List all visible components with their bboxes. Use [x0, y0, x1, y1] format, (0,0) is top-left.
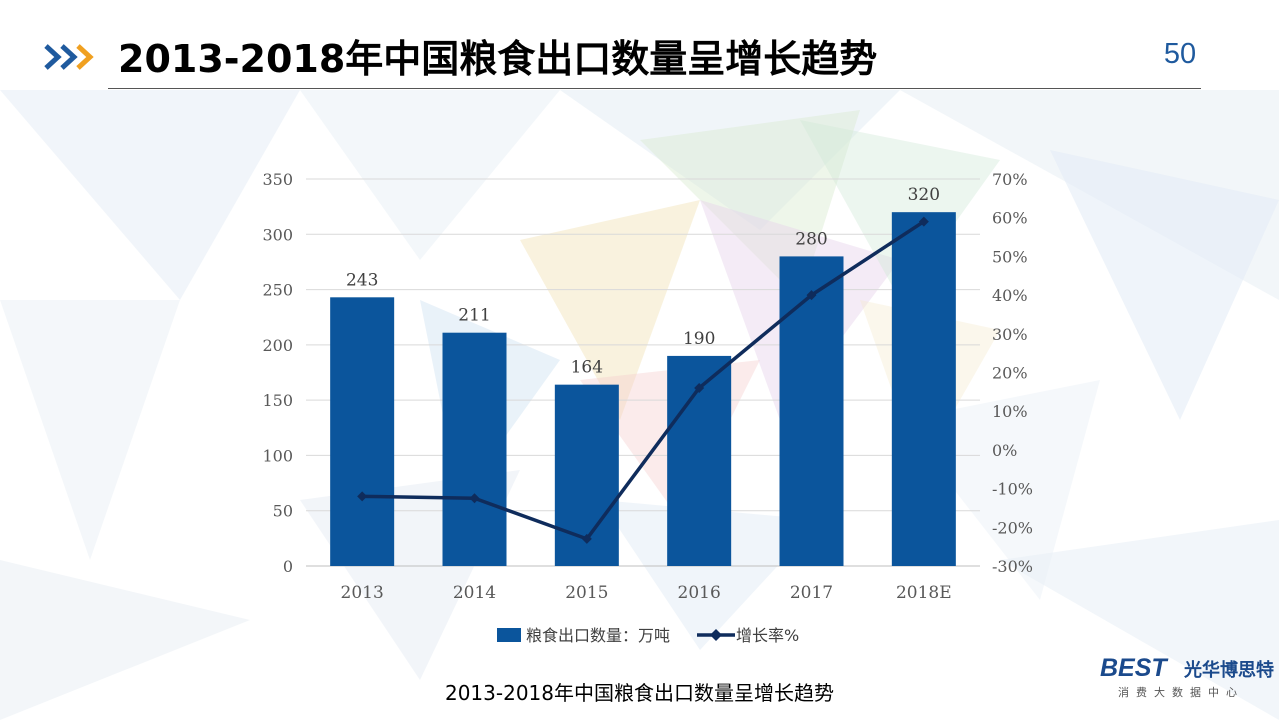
logo-mark: BEST — [1100, 654, 1167, 682]
line-point — [581, 533, 592, 544]
slide-header: 2013-2018年中国粮食出口数量呈增长趋势 50 — [0, 0, 1279, 95]
title-divider — [108, 88, 1201, 89]
bar-data-label: 320 — [908, 185, 940, 205]
chevron-arrows-icon — [44, 44, 94, 70]
bar — [891, 212, 956, 566]
x-tick-label: 2017 — [790, 583, 833, 603]
legend-label-bar: 粮食出口数量：万吨 — [526, 626, 670, 645]
legend-swatch-bar — [497, 628, 521, 642]
line-point — [469, 493, 480, 504]
y-tick-label-right: 40% — [992, 286, 1028, 305]
logo-subtitle: 消费大数据中心 — [1118, 686, 1244, 699]
bar — [779, 256, 844, 566]
x-tick-label: 2016 — [678, 583, 721, 603]
y-tick-label-left: 350 — [262, 170, 293, 189]
growth-rate-line — [362, 220, 925, 541]
y-tick-label-left: 50 — [273, 502, 293, 521]
logo-name: 光华博思特 — [1184, 660, 1274, 681]
y-tick-label-left: 100 — [262, 446, 293, 465]
legend-swatch-marker — [710, 629, 722, 641]
x-tick-label: 2014 — [453, 583, 496, 603]
legend-label-line: 增长率% — [736, 626, 799, 645]
y-tick-label-left: 150 — [262, 391, 293, 410]
y-tick-label-right: 10% — [992, 402, 1028, 421]
page-number: 50 — [1163, 38, 1197, 70]
bar-data-label: 211 — [458, 306, 490, 326]
x-tick-label: 2018E — [896, 583, 952, 603]
y-tick-label-right: 30% — [992, 325, 1028, 344]
y-tick-label-right: -30% — [992, 557, 1033, 576]
y-tick-label-right: 0% — [992, 441, 1017, 460]
line-point — [694, 382, 705, 393]
y-tick-label-left: 300 — [262, 225, 293, 244]
line-point — [806, 290, 817, 301]
line-point — [918, 216, 929, 227]
y-tick-label-right: 50% — [992, 247, 1028, 266]
y-tick-label-right: 60% — [992, 209, 1028, 228]
chart-caption: 2013-2018年中国粮食出口数量呈增长趋势 — [444, 681, 834, 705]
bar-data-label: 280 — [795, 229, 827, 249]
bar-data-label: 243 — [346, 270, 378, 290]
y-tick-label-right: 70% — [992, 170, 1028, 189]
y-tick-label-left: 250 — [262, 281, 293, 300]
x-tick-label: 2015 — [565, 583, 608, 603]
y-tick-label-left: 0 — [283, 557, 293, 576]
bar — [442, 332, 507, 566]
x-tick-label: 2013 — [341, 583, 384, 603]
bar — [330, 297, 395, 566]
y-tick-label-right: -20% — [992, 518, 1033, 537]
bar-data-label: 190 — [683, 329, 715, 349]
y-tick-label-right: -10% — [992, 480, 1033, 499]
y-tick-label-right: 20% — [992, 364, 1028, 383]
brand-logo: BEST 光华博思特 消费大数据中心 — [1100, 652, 1274, 702]
y-tick-label-left: 200 — [262, 336, 293, 355]
page-title: 2013-2018年中国粮食出口数量呈增长趋势 — [118, 37, 878, 81]
bar-data-label: 164 — [571, 358, 603, 378]
line-point — [357, 491, 368, 502]
